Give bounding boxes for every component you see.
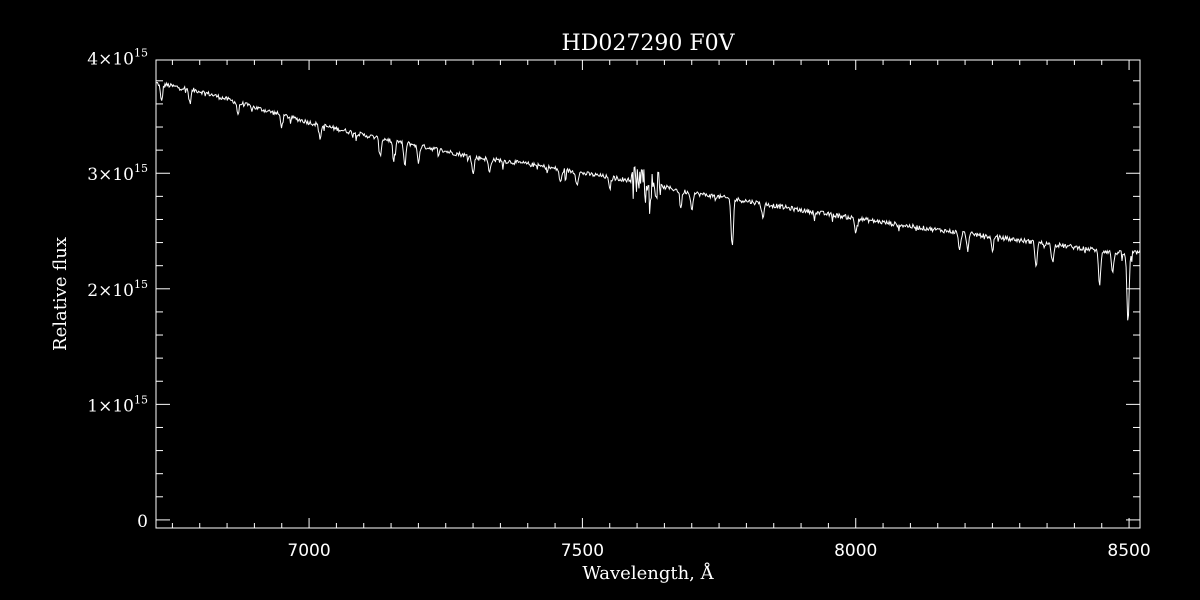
y-axis-label: Relative flux — [50, 237, 71, 351]
y-tick-label: 1×1015 — [87, 393, 148, 416]
plot-frame — [155, 59, 1141, 529]
chart-title: HD027290 F0V — [562, 31, 736, 56]
x-axis-label: Wavelength, Å — [582, 562, 714, 584]
y-tick-label: 0 — [137, 512, 148, 532]
x-tick-label: 8000 — [834, 541, 877, 561]
tick-labels: 7000 7500 8000 8500 0 1×1015 2×1015 3×1015 4×101… — [87, 47, 1150, 561]
axis-ticks — [156, 60, 1140, 528]
x-tick-label: 8500 — [1107, 541, 1150, 561]
y-tick-label: 3×1015 — [87, 162, 148, 185]
x-tick-label: 7000 — [287, 541, 330, 561]
spectrum-line — [155, 81, 1141, 321]
y-tick-label: 4×1015 — [87, 47, 148, 70]
y-tick-label: 2×1015 — [87, 278, 148, 301]
x-tick-label: 7500 — [561, 541, 604, 561]
